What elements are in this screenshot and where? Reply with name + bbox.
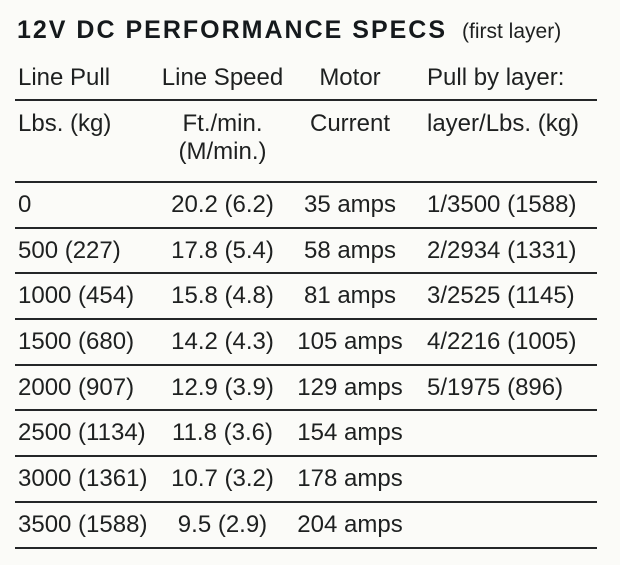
column-units-line-pull: Lbs. (kg) (18, 110, 112, 137)
table-cell: 10.7 (3.2) (171, 465, 274, 493)
table-cell: 1/3500 (1588) (427, 191, 577, 219)
table-cell: 2/2934 (1331) (427, 236, 577, 264)
table-cell: 3000 (1361) (18, 465, 148, 493)
table-cell: 1500 (680) (18, 328, 135, 356)
table-cell: 17.8 (5.4) (171, 236, 274, 264)
table-cell: 11.8 (3.6) (172, 419, 273, 447)
column-header-pull-by-layer: Pull by layer: (427, 64, 565, 92)
table-cell: 81 amps (303, 282, 397, 310)
table-cell: 4/2216 (1005) (427, 328, 577, 356)
table-row: 1500 (680) 14.2 (4.3) 105 amps 4/2216 (1005… (15, 320, 597, 366)
table-subheader-row: Lbs. (kg) Ft./min. (M/min.) Current laye… (15, 101, 597, 183)
table-cell: 2000 (907) (18, 373, 135, 401)
column-header-motor: Motor (319, 64, 381, 92)
table-row: 2000 (907) 12.9 (3.9) 129 amps 5/1975 (896) (15, 366, 597, 412)
title-suffix: (first layer) (462, 20, 562, 43)
table-cell: 204 amps (297, 510, 403, 538)
table-cell: 129 amps (297, 373, 403, 401)
table-cell: 12.9 (3.9) (171, 373, 274, 401)
table-row: 3000 (1361) 10.7 (3.2) 178 amps (15, 457, 597, 503)
table-cell: 154 amps (297, 419, 403, 447)
table-cell: 58 amps (303, 236, 397, 264)
table-cell: 15.8 (4.8) (171, 282, 274, 310)
table-cell: 14.2 (4.3) (171, 328, 274, 356)
table-row: 500 (227) 17.8 (5.4) 58 amps 2/2934 (1331) (15, 229, 597, 275)
performance-spec-table: Line Pull Line Speed Motor Pull by layer… (15, 58, 597, 549)
column-units-pull-by-layer: layer/Lbs. (kg) (427, 110, 580, 137)
table-cell: 178 amps (297, 465, 403, 493)
page-title: 12V DC PERFORMANCE SPECS (first layer) (0, 0, 620, 44)
table-header-row: Line Pull Line Speed Motor Pull by layer… (15, 58, 597, 101)
column-units-line-speed-m: (M/min.) (178, 137, 267, 165)
table-cell: 20.2 (6.2) (171, 191, 274, 219)
table-cell: 1000 (454) (18, 282, 135, 310)
table-cell: 9.5 (2.9) (177, 510, 268, 538)
column-header-line-speed: Line Speed (161, 64, 284, 92)
table-body: 0 20.2 (6.2) 35 amps 1/3500 (1588) 500 (227)… (15, 183, 597, 549)
table-cell: 105 amps (297, 328, 403, 356)
column-units-line-speed: Ft./min. (M/min.) (150, 110, 295, 165)
table-row: 1000 (454) 15.8 (4.8) 81 amps 3/2525 (1145) (15, 274, 597, 321)
column-header-line-pull: Line Pull (18, 64, 111, 92)
table-cell: 5/1975 (896) (427, 373, 564, 401)
table-cell: 500 (227) (18, 236, 121, 264)
table-cell: 35 amps (303, 191, 397, 219)
table-row: 3500 (1588) 9.5 (2.9) 204 amps (15, 503, 597, 549)
column-units-line-speed-ft: Ft./min. (182, 110, 263, 137)
table-cell: 3/2525 (1145) (427, 282, 575, 310)
table-row: 0 20.2 (6.2) 35 amps 1/3500 (1588) (15, 183, 597, 229)
table-cell: 0 (18, 191, 32, 219)
table-cell: 3500 (1588) (18, 510, 148, 538)
column-units-motor: Current (309, 110, 391, 137)
title-text: 12V DC PERFORMANCE SPECS (17, 16, 448, 44)
table-cell: 2500 (1134) (18, 419, 146, 447)
table-row: 2500 (1134) 11.8 (3.6) 154 amps (15, 411, 597, 458)
